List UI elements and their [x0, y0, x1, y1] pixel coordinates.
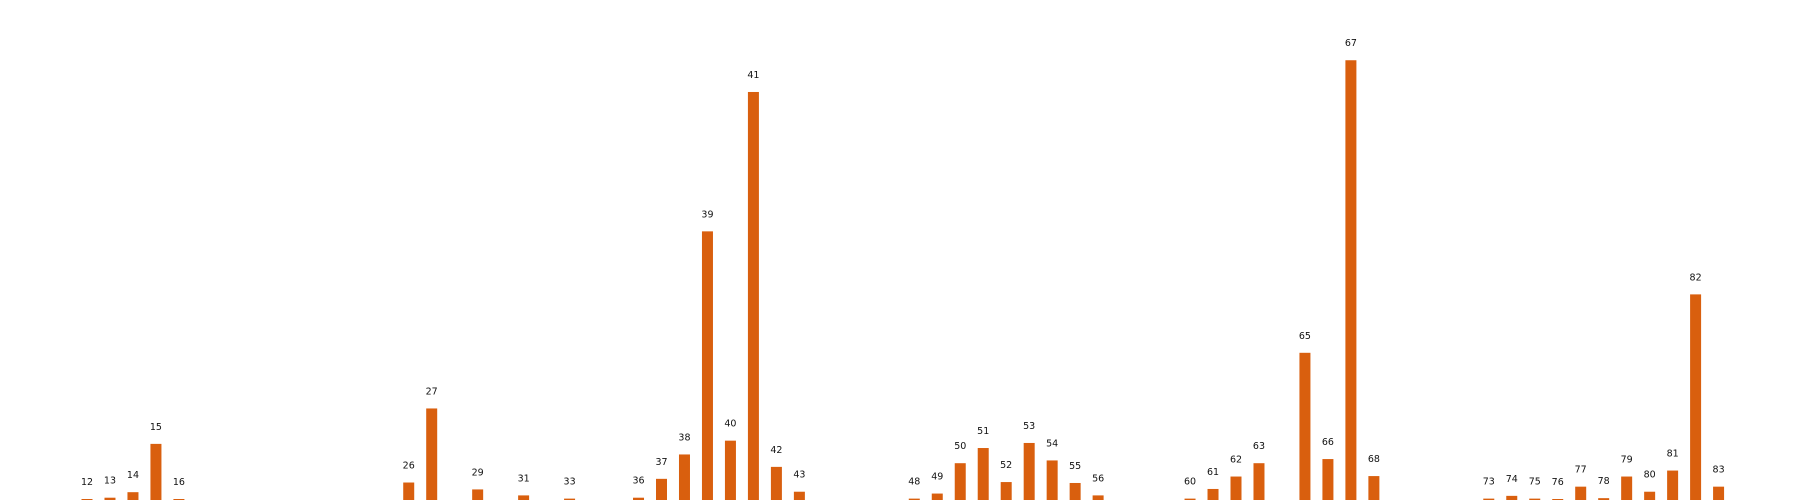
bar-80 [1644, 491, 1656, 500]
bar-label-74: 74 [1506, 474, 1518, 485]
bar-label-41: 41 [747, 70, 759, 81]
bar-42 [770, 466, 782, 500]
bar-label-78: 78 [1598, 476, 1610, 487]
bar-54 [1046, 460, 1058, 500]
bar-82 [1690, 294, 1702, 500]
bar-15 [150, 443, 162, 500]
bar-label-37: 37 [655, 457, 667, 468]
bar-label-53: 53 [1023, 421, 1035, 432]
bar-53 [1023, 442, 1035, 500]
bar-label-56: 56 [1092, 473, 1104, 484]
bar-label-66: 66 [1322, 437, 1334, 448]
bar-83 [1713, 486, 1725, 500]
bar-56 [1092, 495, 1104, 500]
bar-label-60: 60 [1184, 477, 1196, 488]
bar-74 [1506, 495, 1518, 500]
bar-label-14: 14 [127, 470, 139, 481]
bars-group [81, 60, 1725, 500]
bar-14 [127, 492, 139, 500]
bar-label-48: 48 [908, 477, 920, 488]
bar-label-40: 40 [724, 419, 736, 430]
bar-label-51: 51 [977, 426, 989, 437]
bar-label-16: 16 [173, 477, 185, 488]
bar-51 [977, 448, 989, 500]
bar-label-42: 42 [770, 445, 782, 456]
bar-41 [747, 91, 759, 500]
bar-label-12: 12 [81, 477, 93, 488]
bar-label-83: 83 [1713, 465, 1725, 476]
bar-label-75: 75 [1529, 477, 1541, 488]
bar-48 [908, 498, 920, 500]
bar-label-76: 76 [1552, 477, 1564, 488]
bar-78 [1598, 498, 1610, 500]
bar-26 [403, 482, 415, 500]
bar-37 [656, 478, 667, 500]
bar-65 [1299, 352, 1311, 500]
bar-50 [954, 463, 966, 500]
bar-label-68: 68 [1368, 454, 1380, 465]
bar-75 [1529, 498, 1541, 500]
bar-39 [701, 231, 713, 500]
bar-73 [1483, 498, 1495, 500]
bar-label-65: 65 [1299, 331, 1311, 342]
bar-40 [724, 440, 736, 500]
bar-label-33: 33 [564, 477, 576, 488]
bar-60 [1184, 498, 1196, 500]
bar-label-13: 13 [104, 476, 116, 487]
bar-62 [1230, 476, 1242, 500]
bar-label-73: 73 [1483, 477, 1495, 488]
bar-label-52: 52 [1000, 460, 1012, 471]
bar-label-49: 49 [931, 472, 943, 483]
bar-36 [633, 497, 645, 500]
bar-61 [1207, 488, 1219, 500]
bar-labels-group: 12 13 14 15 16 26 27 29 31 33 36 37 38 39 40 41 42 43 48 49… [81, 38, 1725, 488]
bar-label-61: 61 [1207, 467, 1219, 478]
bar-63 [1253, 463, 1265, 500]
bar-81 [1667, 470, 1679, 500]
bar-29 [472, 489, 484, 500]
bar-label-27: 27 [426, 386, 438, 397]
bar-label-82: 82 [1690, 272, 1702, 283]
bar-label-77: 77 [1575, 465, 1587, 476]
bar-77 [1575, 486, 1587, 500]
bar-label-39: 39 [701, 209, 713, 220]
bar-label-67: 67 [1345, 38, 1357, 49]
bar-66 [1322, 459, 1334, 500]
bar-label-80: 80 [1644, 470, 1656, 481]
bar-label-38: 38 [678, 432, 690, 443]
bar-43 [793, 491, 805, 500]
bar-52 [1000, 482, 1012, 500]
bar-label-26: 26 [403, 461, 415, 472]
bar-49 [931, 493, 943, 500]
bar-label-63: 63 [1253, 441, 1265, 452]
bar-33 [564, 498, 576, 500]
bar-27 [426, 408, 438, 500]
bar-label-43: 43 [793, 470, 805, 481]
bar-13 [104, 497, 116, 500]
bar-label-50: 50 [954, 441, 966, 452]
bar-67 [1345, 60, 1357, 500]
bar-label-36: 36 [632, 476, 644, 487]
bar-31 [518, 495, 530, 500]
bar-55 [1069, 482, 1081, 500]
bar-label-15: 15 [150, 422, 162, 433]
bar-label-55: 55 [1069, 461, 1081, 472]
bar-38 [678, 454, 690, 500]
bar-label-79: 79 [1621, 455, 1633, 466]
bar-79 [1621, 476, 1633, 500]
bar-label-54: 54 [1046, 438, 1058, 449]
bar-label-81: 81 [1667, 449, 1679, 460]
bar-label-31: 31 [518, 473, 530, 484]
bar-68 [1368, 476, 1380, 500]
bar-label-29: 29 [472, 467, 484, 478]
bar-label-62: 62 [1230, 455, 1242, 466]
